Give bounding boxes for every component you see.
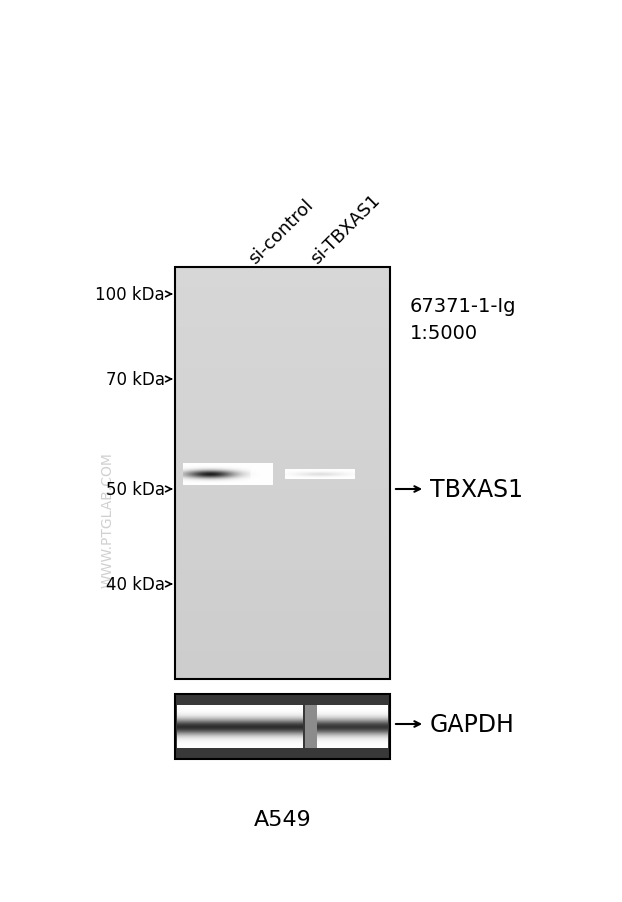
Bar (175, 268, 390, 679)
Text: 100 kDa: 100 kDa (95, 286, 165, 304)
Text: si-control: si-control (245, 196, 317, 268)
Text: GAPDH: GAPDH (430, 713, 515, 736)
Text: 70 kDa: 70 kDa (106, 371, 165, 389)
Text: 40 kDa: 40 kDa (106, 575, 165, 594)
Text: WWW.PTGLAB.COM: WWW.PTGLAB.COM (101, 452, 115, 587)
Text: si-TBXAS1: si-TBXAS1 (307, 191, 384, 268)
Text: TBXAS1: TBXAS1 (430, 477, 523, 502)
Text: A549: A549 (254, 809, 312, 829)
Text: 67371-1-Ig
1:5000: 67371-1-Ig 1:5000 (410, 297, 516, 343)
Bar (175, 695, 390, 759)
Text: 50 kDa: 50 kDa (106, 481, 165, 499)
